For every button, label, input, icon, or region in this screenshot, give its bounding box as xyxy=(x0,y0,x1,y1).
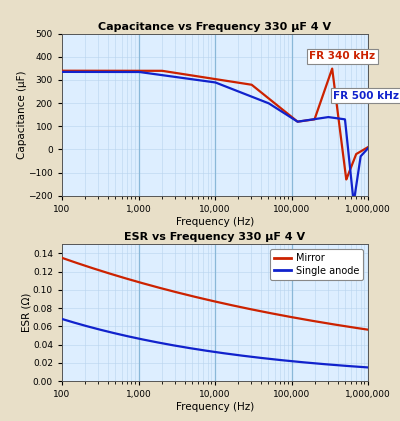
X-axis label: Frequency (Hz): Frequency (Hz) xyxy=(176,216,254,226)
Text: FR 500 kHz: FR 500 kHz xyxy=(333,91,399,101)
Legend: Mirror, Single anode: Mirror, Single anode xyxy=(270,249,363,280)
Title: ESR vs Frequency 330 μF 4 V: ESR vs Frequency 330 μF 4 V xyxy=(124,232,306,242)
Title: Capacitance vs Frequency 330 μF 4 V: Capacitance vs Frequency 330 μF 4 V xyxy=(98,21,332,32)
Y-axis label: Capacitance (μF): Capacitance (μF) xyxy=(17,70,27,159)
Y-axis label: ESR (Ω): ESR (Ω) xyxy=(22,293,32,332)
X-axis label: Frequency (Hz): Frequency (Hz) xyxy=(176,402,254,412)
Text: FR 340 kHz: FR 340 kHz xyxy=(309,51,375,61)
